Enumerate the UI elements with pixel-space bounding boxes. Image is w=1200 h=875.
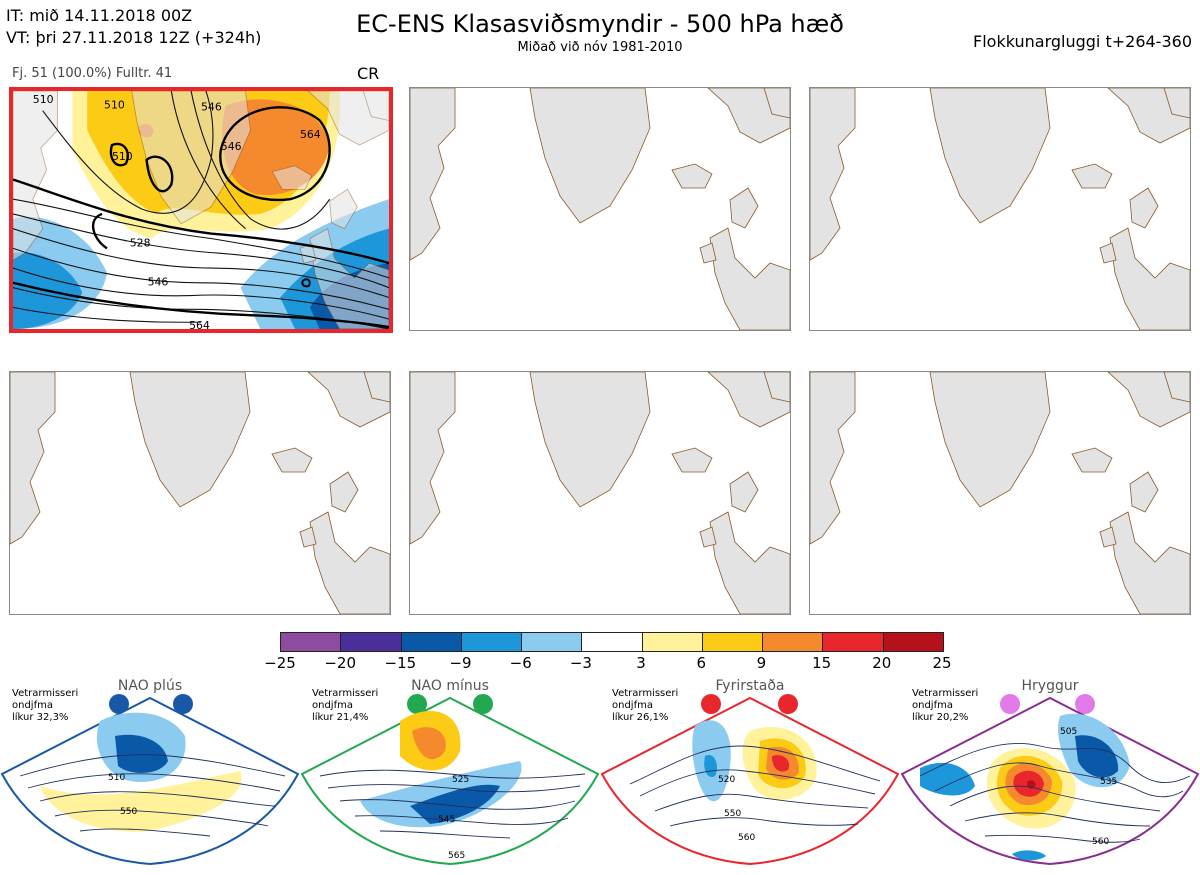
page-subtitle: Miðað við nóv 1981-2010 xyxy=(517,40,683,55)
regime-fyrirstada: Fyrirstaða Vetrarmisseri ondjfma líkur 26,… xyxy=(600,676,900,871)
colorbar-tick-label: −25 xyxy=(264,654,296,672)
contour-label: 560 xyxy=(1092,837,1109,847)
colorbar-tick-label: 6 xyxy=(696,654,707,672)
colorbar-tick-label: −15 xyxy=(384,654,417,672)
colorbar-tick-label: 9 xyxy=(756,654,767,672)
classification-window: Flokkunargluggi t+264-360 xyxy=(973,32,1192,51)
contour-label: 510 xyxy=(112,150,133,163)
cluster-regime-tag: CR xyxy=(357,64,380,83)
contour-label: 535 xyxy=(1100,777,1117,787)
valid-time: VT: þri 27.11.2018 12Z (+324h) xyxy=(6,28,262,47)
regime-description: Vetrarmisseri ondjfma líkur 20,2% xyxy=(912,688,979,723)
colorbar-tick-label: −9 xyxy=(449,654,472,672)
colorbar-swatch xyxy=(763,633,824,651)
anomaly-colorbar xyxy=(280,632,944,652)
contour-label: 550 xyxy=(724,809,741,819)
cluster-map-5 xyxy=(409,371,791,615)
regime-description: Vetrarmisseri ondjfma líkur 21,4% xyxy=(312,688,379,723)
regime-nao-minus: NAO mínus Vetrarmisseri ondjfma líkur 21,4… xyxy=(300,676,600,871)
regime-description: Vetrarmisseri ondjfma líkur 26,1% xyxy=(612,688,679,723)
colorbar-tick-label: −20 xyxy=(324,654,356,672)
contour-label: 564 xyxy=(189,319,210,329)
regime-name: Fyrirstaða xyxy=(715,678,785,694)
colorbar-tick-label: 20 xyxy=(872,654,892,672)
contour-label: 560 xyxy=(738,833,755,843)
regime-description: Vetrarmisseri ondjfma líkur 32,3% xyxy=(12,688,79,723)
colorbar-swatch xyxy=(702,633,764,651)
contour-label: 520 xyxy=(718,775,735,785)
colorbar-swatch xyxy=(522,633,583,651)
colorbar-tick-label: 3 xyxy=(636,654,646,672)
colorbar-ticks: −25 −20 −15 −9 −6 −3 3 6 9 15 20 25 xyxy=(0,654,1200,672)
colorbar-tick-label: −3 xyxy=(569,654,592,672)
contour-label: 545 xyxy=(438,815,455,825)
colorbar-swatch xyxy=(883,633,943,651)
contour-label: 550 xyxy=(120,807,137,817)
colorbar-swatch xyxy=(823,633,884,651)
colorbar-swatch xyxy=(401,633,462,651)
regime-name: NAO plús xyxy=(117,678,183,694)
regime-marker xyxy=(173,694,193,714)
contour-label: 564 xyxy=(300,128,321,141)
regime-name: NAO mínus xyxy=(411,678,489,694)
contour-label: 525 xyxy=(452,775,469,785)
contour-label: 546 xyxy=(148,276,169,289)
contour-label: 510 xyxy=(33,93,54,106)
cluster-map-2 xyxy=(409,87,791,331)
cluster-map-6 xyxy=(809,371,1191,615)
contour-label: 510 xyxy=(108,773,125,783)
contour-label: 546 xyxy=(221,140,242,153)
colorbar-swatch xyxy=(582,633,643,651)
cluster-map-4 xyxy=(9,371,391,615)
contour-label: 528 xyxy=(130,236,151,249)
regime-marker xyxy=(109,694,129,714)
contour-label: 510 xyxy=(104,99,125,112)
colorbar-tick-label: −6 xyxy=(509,654,532,672)
initial-time: IT: mið 14.11.2018 00Z xyxy=(6,6,193,25)
regime-nao-plus: NAO plús Vetrarmisseri ondjfma líkur 32,3%… xyxy=(0,676,300,871)
colorbar-swatch xyxy=(461,633,523,651)
colorbar-swatch xyxy=(642,633,703,651)
colorbar-tick-label: 15 xyxy=(812,654,832,672)
page-title: EC-ENS Klasasviðsmyndir - 500 hPa hæð xyxy=(356,10,844,38)
colorbar-tick-label: 25 xyxy=(932,654,952,672)
cluster-map-3 xyxy=(809,87,1191,331)
contour-label: 505 xyxy=(1060,727,1077,737)
regime-hryggur: Hryggur Vetrarmisseri ondjfma líkur 20,2% … xyxy=(900,676,1200,871)
contour-label: 546 xyxy=(201,101,222,114)
contour-label: 565 xyxy=(448,851,465,861)
cluster-meta: Fj. 51 (100.0%) Fulltr. 41 xyxy=(12,66,173,81)
cluster-map-1: 510 510 528 546 564 546 564 510 546 xyxy=(9,87,393,333)
colorbar-swatch xyxy=(341,633,402,651)
regime-name: Hryggur xyxy=(1021,678,1079,694)
colorbar-swatch xyxy=(281,633,342,651)
